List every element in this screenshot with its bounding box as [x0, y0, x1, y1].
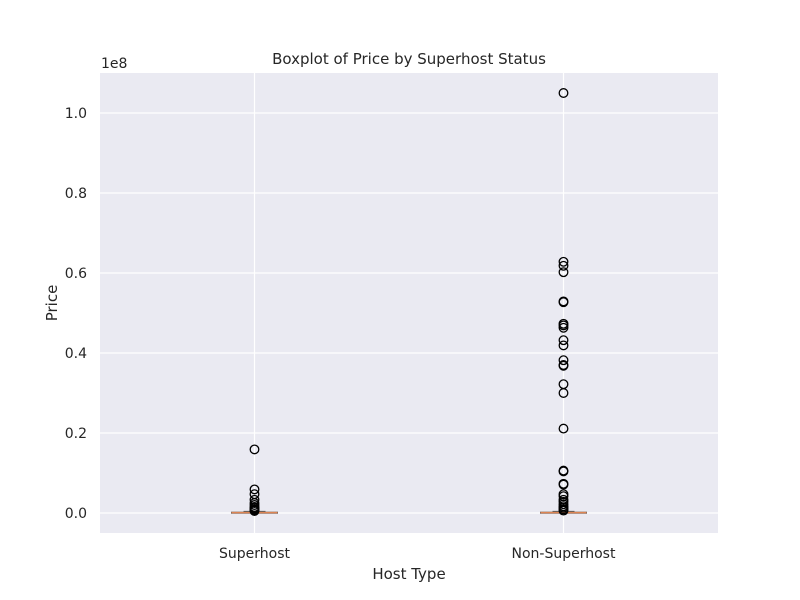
outlier-point — [558, 360, 569, 371]
outlier-point — [558, 340, 569, 351]
outlier-point — [558, 256, 569, 267]
outlier-point — [558, 88, 569, 98]
outlier-point — [558, 423, 569, 434]
y-tick-label: 0.2 — [65, 426, 87, 442]
y-tick-label: 0.4 — [65, 346, 87, 362]
y-tick-label: 0.8 — [65, 186, 87, 202]
outliers — [249, 88, 569, 516]
outlier-point — [558, 322, 569, 333]
outlier-point — [558, 297, 569, 308]
x-tick-label: Non-Superhost — [512, 546, 616, 562]
outlier-point — [558, 479, 569, 490]
outlier-point — [249, 506, 260, 516]
outlier-point — [558, 388, 569, 398]
grid-lines — [100, 73, 718, 533]
x-tick-label: Superhost — [219, 546, 291, 562]
chart-title: Boxplot of Price by Superhost Status — [272, 50, 546, 68]
outlier-point — [558, 355, 569, 366]
tick-labels: 0.0 0.2 0.4 0.6 0.8 1.0 Superhost Non-Superhost — [65, 106, 616, 562]
y-offset-label: 1e8 — [101, 56, 127, 72]
y-tick-label: 0.0 — [65, 506, 87, 522]
y-axis-label: Price — [43, 285, 61, 322]
y-tick-label: 0.6 — [65, 266, 87, 282]
outlier-point — [558, 466, 569, 477]
outlier-point — [558, 267, 569, 278]
plot-area — [100, 73, 718, 533]
outlier-point — [558, 505, 569, 516]
outlier-point — [249, 444, 260, 455]
x-axis-label: Host Type — [372, 565, 445, 583]
outlier-point — [558, 335, 569, 346]
outlier-point — [249, 484, 260, 495]
y-tick-label: 1.0 — [65, 106, 87, 122]
outlier-point — [558, 260, 569, 271]
